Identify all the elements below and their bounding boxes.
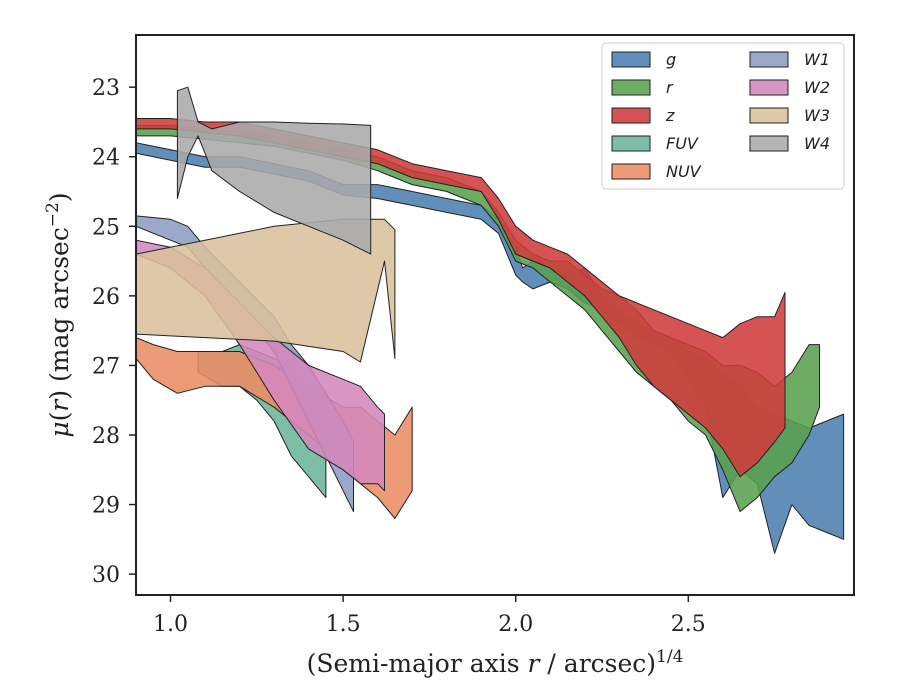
y-tick-label: 27 [92,354,120,379]
y-axis-label: μ(r) (mag arcsec−2) [43,192,74,437]
x-tick-label: 1.0 [153,612,188,637]
legend-label-r: r [666,78,674,97]
legend-swatch-nuv [611,163,651,180]
series-layer [136,86,845,554]
series-band-w4 [176,86,372,255]
y-tick-label: 23 [92,76,120,101]
legend-label-w1: W1 [804,50,830,69]
x-tick-label: 2.5 [671,612,706,637]
x-axis-ticks: 1.0 1.5 2.0 2.5 [153,595,706,637]
x-axis-label: (Semi-major axis r / arcsec)1/4 [307,647,684,678]
legend-swatch-w1 [749,51,789,68]
legend: grz FUV NUV W1 W2 W3 W4 [601,42,845,190]
y-tick-label: 29 [92,494,120,519]
legend-swatch-w2 [749,79,789,96]
legend-label-w3: W3 [804,106,830,125]
y-tick-label: 28 [92,424,120,449]
legend-swatch-w3 [749,107,789,124]
legend-swatch-g [611,51,651,68]
y-tick-label: 26 [92,285,120,310]
legend-label-w4: W4 [804,134,830,153]
legend-swatch-z [611,107,651,124]
legend-label-nuv: NUV [666,162,702,181]
y-tick-label: 30 [92,563,120,588]
legend-label-fuv: FUV [666,134,699,153]
legend-swatch-r [611,79,651,96]
series-band-nuv [136,337,413,519]
legend-items: grz FUV NUV W1 W2 W3 W4 [611,50,830,181]
legend-label-w2: W2 [804,78,830,97]
x-tick-label: 1.5 [326,612,361,637]
y-tick-label: 24 [92,146,120,171]
y-tick-label: 25 [92,215,120,240]
series-band-z [136,118,786,478]
y-axis-ticks: 23 24 25 26 27 28 29 30 [92,76,136,588]
legend-label-z: z [665,106,675,125]
legend-label-g: g [666,50,676,69]
legend-swatch-fuv [611,135,651,152]
x-tick-label: 2.0 [498,612,533,637]
legend-swatch-w4 [749,135,789,152]
series-band-w3 [136,218,396,363]
plot-frame [135,34,855,596]
